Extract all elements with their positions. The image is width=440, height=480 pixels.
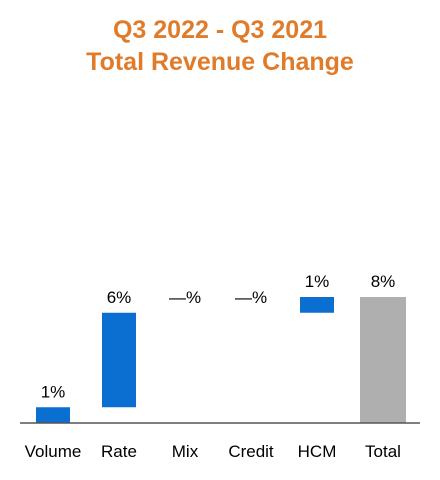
category-label-hcm: HCM	[298, 442, 337, 461]
category-label-rate: Rate	[101, 442, 137, 461]
data-labels-group: 1% 6% —% —% 1% 8%	[41, 272, 396, 401]
category-label-volume: Volume	[25, 442, 82, 461]
bar-hcm	[300, 297, 334, 313]
data-label-volume: 1%	[41, 382, 66, 401]
data-label-credit: —%	[235, 288, 267, 307]
bar-rate	[102, 312, 136, 408]
data-label-total: 8%	[371, 272, 396, 291]
chart-title: Q3 2022 - Q3 2021	[112, 16, 328, 44]
bars-group	[36, 297, 406, 423]
data-label-hcm: 1%	[305, 272, 330, 291]
category-label-credit: Credit	[228, 442, 274, 461]
chart-subtitle: Total Revenue Change	[86, 48, 354, 76]
category-label-mix: Mix	[172, 442, 199, 461]
category-label-total: Total	[365, 442, 401, 461]
bar-total	[360, 297, 406, 423]
data-label-mix: —%	[169, 288, 201, 307]
data-label-rate: 6%	[107, 288, 132, 307]
category-labels-group: Volume Rate Mix Credit HCM Total	[25, 442, 401, 461]
chart-title-block: Q3 2022 - Q3 2021 Total Revenue Change	[0, 14, 440, 78]
bar-volume	[36, 407, 70, 423]
